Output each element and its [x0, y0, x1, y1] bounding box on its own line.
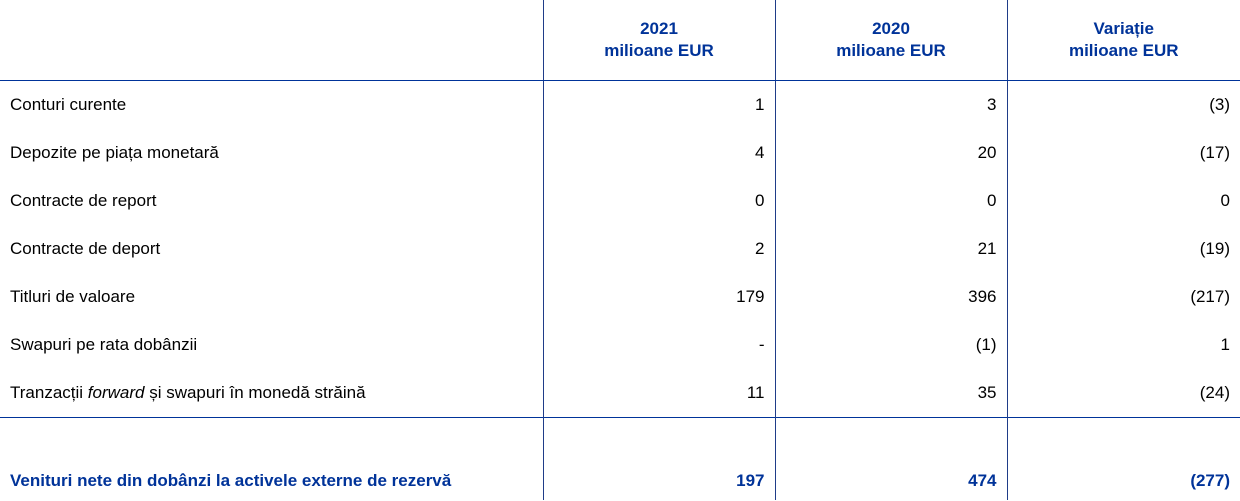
value-cell: 2: [542, 225, 775, 273]
value-cell: 0: [774, 177, 1007, 225]
header-year: Variație: [1093, 19, 1155, 38]
value-cell: 1: [542, 80, 775, 129]
value-cell: (24): [1006, 369, 1240, 418]
value-cell: -: [542, 321, 775, 369]
label-part: Tranzacții: [10, 383, 88, 402]
table-row: Tranzacții forward și swapuri în monedă …: [0, 369, 1240, 418]
table-row: Titluri de valoare 179 396 (217): [0, 273, 1240, 321]
value-cell: (19): [1006, 225, 1240, 273]
table-row: Depozite pe piața monetară 4 20 (17): [0, 129, 1240, 177]
header-year: 2021: [640, 19, 678, 38]
value-cell: 35: [774, 369, 1007, 418]
header-cell: 2021 milioane EUR: [542, 0, 775, 81]
value-cell: 179: [542, 273, 775, 321]
value-cell: 20: [774, 129, 1007, 177]
header-empty: [0, 0, 543, 81]
value-cell: (3): [1006, 80, 1240, 129]
header-row: 2021 milioane EUR 2020 milioane EUR Variaț…: [0, 0, 1240, 81]
table-row: Swapuri pe rata dobânzii - (1) 1: [0, 321, 1240, 369]
total-value: 197: [542, 417, 775, 500]
value-cell: 3: [774, 80, 1007, 129]
row-label: Swapuri pe rata dobânzii: [10, 335, 198, 354]
value-cell: (1): [774, 321, 1007, 369]
row-label: Titluri de valoare: [10, 287, 136, 306]
value-cell: 396: [774, 273, 1007, 321]
table-row: Conturi curente 1 3 (3): [0, 80, 1240, 129]
row-label: Depozite pe piața monetară: [10, 143, 219, 162]
table-body: Conturi curente 1 3 (3) Depozite pe piața mo…: [0, 80, 1240, 500]
header-unit: milioane EUR: [1068, 41, 1179, 60]
label-part: și swapuri în monedă străină: [144, 383, 366, 402]
value-cell: (17): [1006, 129, 1240, 177]
total-label: Venituri nete din dobânzi la activele ex…: [0, 417, 543, 500]
header-cell: 2020 milioane EUR: [774, 0, 1007, 81]
value-cell: (217): [1006, 273, 1240, 321]
value-cell: 21: [774, 225, 1007, 273]
row-label: Contracte de deport: [10, 239, 161, 258]
total-value: 474: [774, 417, 1007, 500]
header-year: 2020: [872, 19, 910, 38]
row-label: Contracte de report: [10, 191, 157, 210]
value-cell: 0: [1006, 177, 1240, 225]
header-cell: Variație milioane EUR: [1006, 0, 1240, 81]
value-cell: 0: [542, 177, 775, 225]
row-label: Conturi curente: [10, 95, 127, 114]
total-row: Venituri nete din dobânzi la activele ex…: [0, 417, 1240, 500]
value-cell: 4: [542, 129, 775, 177]
table-row: Contracte de report 0 0 0: [0, 177, 1240, 225]
total-value: (277): [1006, 417, 1240, 500]
header-unit: milioane EUR: [604, 41, 714, 60]
table-row: Contracte de deport 2 21 (19): [0, 225, 1240, 273]
row-label: Tranzacții forward și swapuri în monedă …: [0, 369, 543, 418]
value-cell: 1: [1006, 321, 1240, 369]
value-cell: 11: [542, 369, 775, 418]
header-unit: milioane EUR: [836, 41, 946, 60]
label-part: forward: [87, 383, 145, 402]
